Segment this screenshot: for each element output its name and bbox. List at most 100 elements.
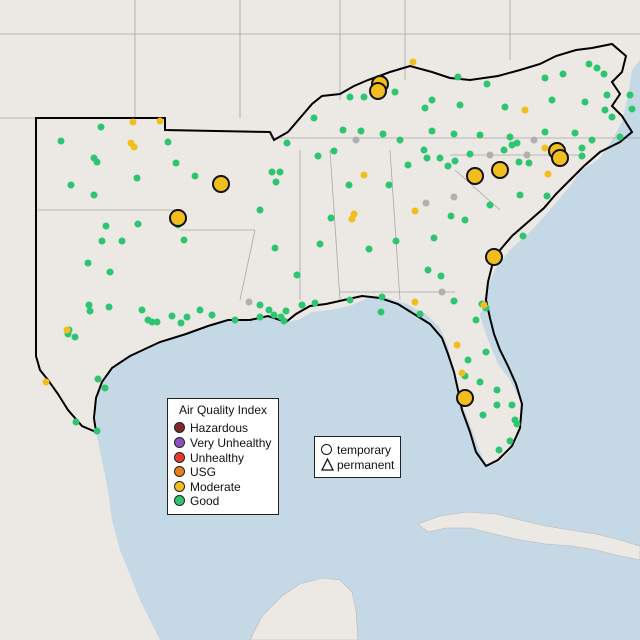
monitor-marker-good[interactable] (84, 259, 92, 267)
monitor-marker-moderate[interactable] (42, 378, 50, 386)
monitor-marker-good[interactable] (106, 268, 114, 276)
monitor-marker-good[interactable] (133, 174, 141, 182)
monitor-marker-good[interactable] (600, 70, 608, 78)
monitor-marker-moderate[interactable] (129, 118, 137, 126)
monitor-marker-good[interactable] (310, 114, 318, 122)
monitor-marker-good[interactable] (293, 271, 301, 279)
monitor-marker-good[interactable] (276, 168, 284, 176)
monitor-marker-good[interactable] (298, 301, 306, 309)
monitor-marker-moderate-large[interactable] (212, 175, 230, 193)
monitor-marker-good[interactable] (311, 299, 319, 307)
monitor-marker-good[interactable] (548, 96, 556, 104)
monitor-marker-good[interactable] (256, 313, 264, 321)
monitor-marker-moderate-large[interactable] (456, 389, 474, 407)
monitor-marker-good[interactable] (345, 181, 353, 189)
monitor-marker-good[interactable] (183, 313, 191, 321)
monitor-marker-good[interactable] (105, 303, 113, 311)
monitor-marker-good[interactable] (90, 191, 98, 199)
monitor-marker-good[interactable] (466, 150, 474, 158)
monitor-marker-good[interactable] (541, 128, 549, 136)
monitor-marker-good[interactable] (72, 418, 80, 426)
monitor-marker-good[interactable] (461, 216, 469, 224)
monitor-marker-moderate-large[interactable] (466, 167, 484, 185)
monitor-marker-good[interactable] (437, 272, 445, 280)
monitor-marker-good[interactable] (94, 375, 102, 383)
monitor-marker-good[interactable] (479, 411, 487, 419)
monitor-marker-good[interactable] (357, 127, 365, 135)
monitor-marker-good[interactable] (559, 70, 567, 78)
monitor-marker-good[interactable] (196, 306, 204, 314)
monitor-marker-good[interactable] (314, 152, 322, 160)
monitor-marker-good[interactable] (421, 104, 429, 112)
monitor-marker-good[interactable] (483, 80, 491, 88)
monitor-marker-good[interactable] (456, 101, 464, 109)
monitor-marker-good[interactable] (172, 159, 180, 167)
monitor-marker-good[interactable] (101, 384, 109, 392)
monitor-marker-good[interactable] (93, 158, 101, 166)
monitor-marker-moderate[interactable] (544, 170, 552, 178)
monitor-marker-no-data[interactable] (352, 136, 360, 144)
monitor-marker-good[interactable] (282, 307, 290, 315)
monitor-marker-good[interactable] (593, 64, 601, 72)
monitor-marker-moderate[interactable] (156, 117, 164, 125)
monitor-marker-good[interactable] (543, 192, 551, 200)
monitor-marker-good[interactable] (454, 73, 462, 81)
monitor-marker-good[interactable] (626, 91, 634, 99)
monitor-marker-good[interactable] (519, 232, 527, 240)
monitor-marker-good[interactable] (495, 446, 503, 454)
monitor-marker-good[interactable] (423, 154, 431, 162)
monitor-marker-moderate[interactable] (130, 143, 138, 151)
monitor-marker-good[interactable] (102, 222, 110, 230)
monitor-marker-moderate[interactable] (63, 326, 71, 334)
monitor-marker-good[interactable] (450, 130, 458, 138)
monitor-marker-good[interactable] (379, 130, 387, 138)
monitor-marker-no-data[interactable] (245, 298, 253, 306)
monitor-marker-good[interactable] (525, 159, 533, 167)
monitor-marker-good[interactable] (148, 318, 156, 326)
monitor-marker-good[interactable] (447, 212, 455, 220)
monitor-marker-good[interactable] (71, 333, 79, 341)
monitor-marker-good[interactable] (177, 319, 185, 327)
monitor-marker-good[interactable] (444, 162, 452, 170)
monitor-marker-good[interactable] (392, 237, 400, 245)
monitor-marker-good[interactable] (327, 214, 335, 222)
monitor-marker-moderate[interactable] (521, 106, 529, 114)
monitor-marker-good[interactable] (603, 91, 611, 99)
monitor-marker-good[interactable] (153, 318, 161, 326)
monitor-marker-good[interactable] (493, 386, 501, 394)
monitor-marker-moderate-large[interactable] (491, 161, 509, 179)
monitor-marker-good[interactable] (138, 306, 146, 314)
monitor-marker-good[interactable] (436, 154, 444, 162)
monitor-marker-good[interactable] (493, 401, 501, 409)
monitor-marker-good[interactable] (472, 316, 480, 324)
monitor-marker-good[interactable] (450, 297, 458, 305)
monitor-marker-good[interactable] (67, 181, 75, 189)
monitor-marker-good[interactable] (268, 168, 276, 176)
monitor-marker-good[interactable] (134, 220, 142, 228)
monitor-marker-moderate-large[interactable] (169, 209, 187, 227)
monitor-marker-good[interactable] (608, 113, 616, 121)
monitor-marker-good[interactable] (57, 137, 65, 145)
monitor-marker-good[interactable] (628, 105, 636, 113)
monitor-marker-good[interactable] (316, 240, 324, 248)
monitor-marker-good[interactable] (346, 93, 354, 101)
monitor-marker-good[interactable] (464, 356, 472, 364)
monitor-marker-good[interactable] (428, 127, 436, 135)
monitor-marker-moderate[interactable] (409, 58, 417, 66)
monitor-marker-good[interactable] (588, 136, 596, 144)
monitor-marker-no-data[interactable] (450, 193, 458, 201)
monitor-marker-no-data[interactable] (530, 136, 538, 144)
monitor-marker-good[interactable] (270, 311, 278, 319)
monitor-marker-good[interactable] (231, 316, 239, 324)
monitor-marker-good[interactable] (164, 138, 172, 146)
monitor-marker-good[interactable] (616, 133, 624, 141)
monitor-marker-good[interactable] (506, 437, 514, 445)
monitor-marker-good[interactable] (420, 146, 428, 154)
monitor-marker-good[interactable] (501, 103, 509, 111)
monitor-marker-no-data[interactable] (523, 151, 531, 159)
monitor-marker-moderate-large[interactable] (485, 248, 503, 266)
monitor-marker-good[interactable] (330, 147, 338, 155)
monitor-marker-good[interactable] (428, 96, 436, 104)
monitor-marker-moderate[interactable] (348, 215, 356, 223)
